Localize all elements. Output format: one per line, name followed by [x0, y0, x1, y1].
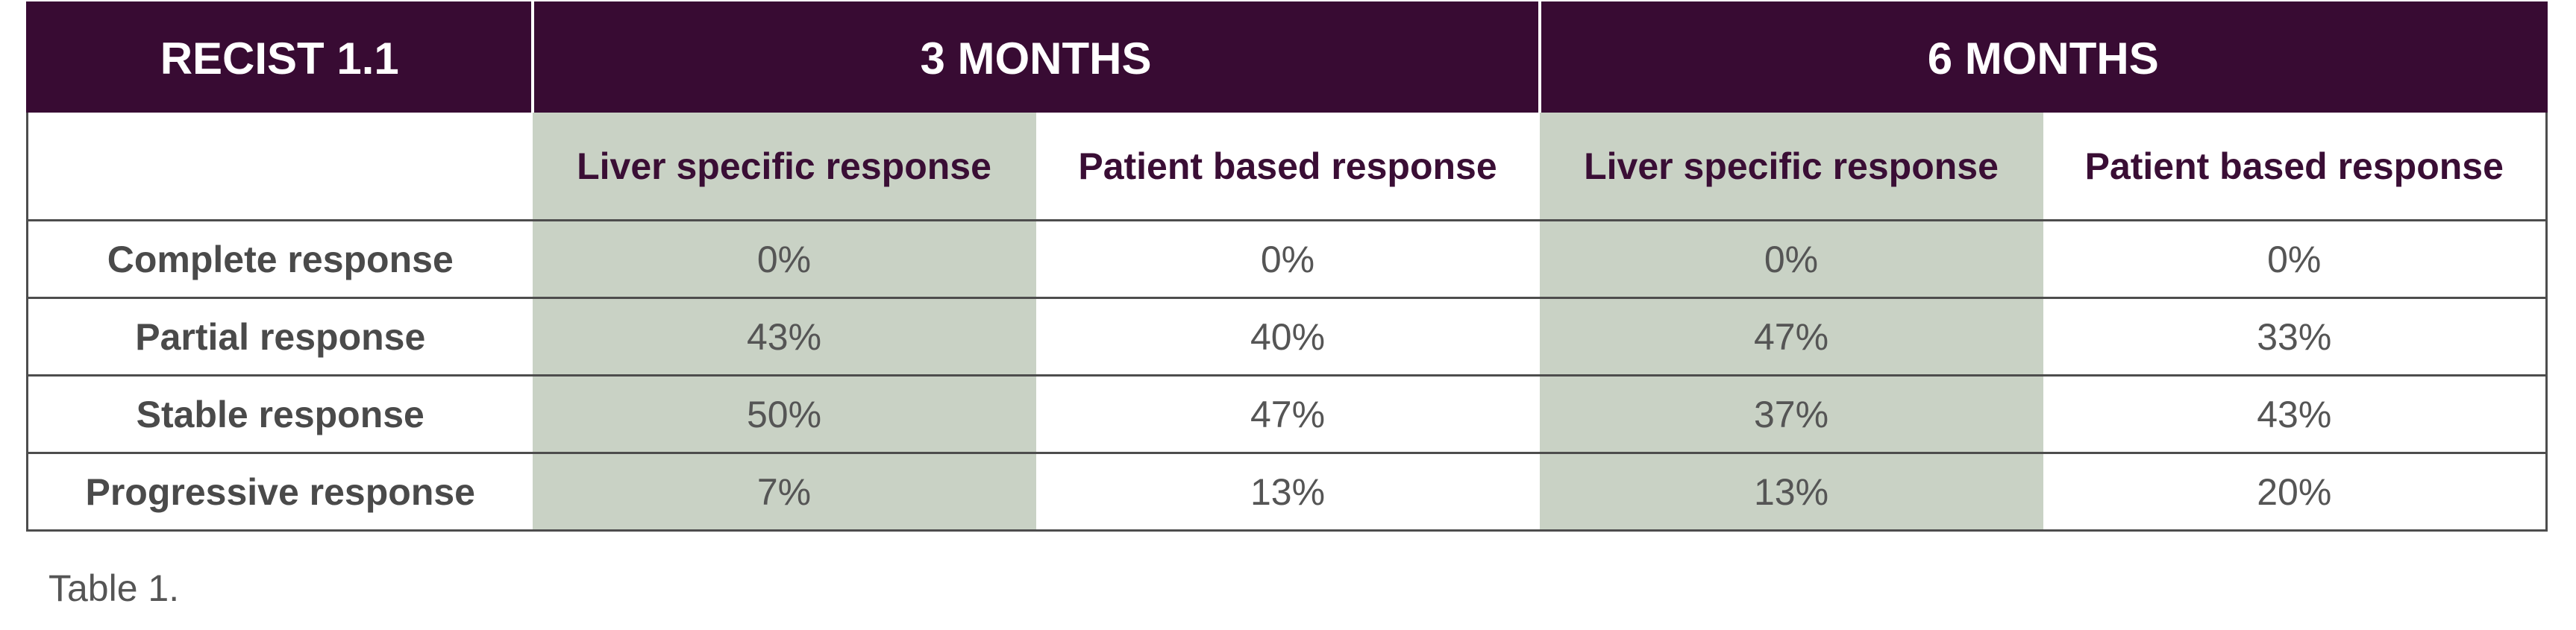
table-cell: 13% [1539, 453, 2043, 532]
table-cell: 37% [1539, 375, 2043, 454]
subheader-patient-6m: Patient based response [2043, 113, 2548, 221]
period-header-3-months: 3 MONTHS [530, 1, 1540, 113]
table-caption: Table 1. [48, 567, 180, 609]
table-row: Progressive response 7% 13% 13% 20% [26, 453, 2548, 532]
row-label: Partial response [26, 297, 533, 377]
subheader-liver-6m: Liver specific response [1539, 113, 2043, 221]
table-cell: 40% [1035, 297, 1540, 377]
table-row: Stable response 50% 47% 37% 43% [26, 375, 2548, 454]
table-cell: 47% [1035, 375, 1540, 454]
table-cell: 47% [1539, 297, 2043, 377]
recist-response-table: RECIST 1.1 3 MONTHS 6 MONTHS Liver speci… [26, 1, 2548, 532]
table-cell: 33% [2043, 297, 2548, 377]
table-cell: 0% [2043, 220, 2548, 299]
subheader-row: Liver specific response Patient based re… [26, 113, 2548, 221]
table-cell: 0% [1539, 220, 2043, 299]
table-row: Partial response 43% 40% 47% 33% [26, 297, 2548, 377]
row-label: Progressive response [26, 453, 533, 532]
period-header-6-months: 6 MONTHS [1538, 1, 2548, 113]
row-label: Complete response [26, 220, 533, 299]
recist-table-container: RECIST 1.1 3 MONTHS 6 MONTHS Liver speci… [26, 1, 2548, 532]
subheader-patient-3m: Patient based response [1035, 113, 1540, 221]
corner-header: RECIST 1.1 [26, 1, 533, 113]
table-row: Complete response 0% 0% 0% 0% [26, 220, 2548, 299]
table-cell: 43% [2043, 375, 2548, 454]
table-cell: 50% [532, 375, 1036, 454]
table-cell: 13% [1035, 453, 1540, 532]
table-cell: 0% [1035, 220, 1540, 299]
table-cell: 20% [2043, 453, 2548, 532]
row-label: Stable response [26, 375, 533, 454]
table-cell: 0% [532, 220, 1036, 299]
subheader-liver-3m: Liver specific response [532, 113, 1036, 221]
table-cell: 7% [532, 453, 1036, 532]
subheader-blank-cell [26, 113, 533, 221]
header-row: RECIST 1.1 3 MONTHS 6 MONTHS [26, 1, 2548, 113]
table-cell: 43% [532, 297, 1036, 377]
